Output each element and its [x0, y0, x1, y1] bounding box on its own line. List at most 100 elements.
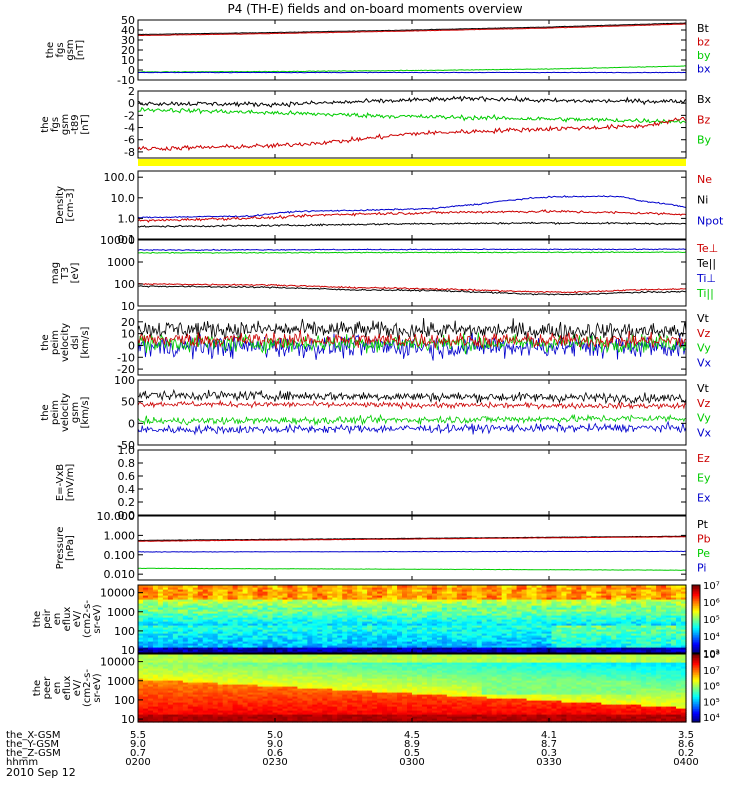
colorbar-tick-label: 10³ [703, 649, 720, 660]
colorbar-tick-label: 10⁶ [703, 598, 720, 609]
x-annotation-value: 0.7 [130, 748, 146, 759]
series-pressure-Pi [138, 550, 686, 553]
colorbar [691, 653, 701, 723]
series-temperature-Te|| [138, 285, 686, 296]
y-tick-label: 10 [121, 328, 135, 341]
panel-frame [137, 90, 687, 159]
flag-bar [138, 159, 686, 166]
y-axis-label: peer [42, 676, 53, 700]
x-annotation-value: 0230 [262, 757, 287, 768]
legend-entry: Pi [697, 562, 706, 575]
panel-frame [137, 379, 687, 446]
y-tick-label: 30 [121, 34, 135, 47]
y-tick-label: 50 [121, 14, 135, 27]
x-annotation-value: 9.0 [130, 739, 146, 750]
x-annotation-value: 3.5 [678, 730, 694, 741]
panel-frame [137, 170, 687, 240]
legend-entry: Ex [697, 491, 711, 504]
legend-entry: Ne [697, 173, 712, 186]
legend-entry: Ez [697, 452, 710, 465]
y-tick-label: 10 [121, 644, 135, 657]
series-pressure-Pe [138, 567, 686, 571]
legend-entry: Ni [697, 194, 708, 207]
y-tick-label: 0.0 [118, 509, 136, 522]
x-annotation-value: 8.6 [678, 739, 694, 750]
x-annotation-value: 4.5 [404, 730, 420, 741]
series-density-Ne [138, 209, 686, 223]
y-tick-label: 20 [121, 316, 135, 329]
legend-entry: Bz [697, 113, 711, 126]
series-temperature-Ti|| [138, 251, 686, 254]
y-axis-label: velocity [60, 323, 71, 362]
panel-frame [137, 449, 687, 516]
y-tick-label: 0 [128, 417, 135, 430]
panel-velocity-gsm: 100 50 0 -50 the peim velocity gsm [km/s] Vt Vz VyV… [40, 374, 712, 452]
series-velocity-dsl-Vy [138, 332, 686, 355]
series-fgs-Bt [138, 22, 686, 36]
y-tick-label: 10 [121, 300, 135, 313]
y-axis-label: the [32, 680, 43, 696]
x-annotation-value: 0200 [125, 757, 150, 768]
y-axis-label: gsm [60, 114, 71, 135]
series-pressure-Pb [138, 536, 686, 542]
y-tick-label: 10000 [100, 656, 135, 669]
colorbar-tick-label: 10⁴ [703, 713, 720, 724]
series-density-Ni [138, 221, 686, 228]
y-axis-label: [km/s] [80, 326, 91, 358]
series-velocity-gsm-Vy [138, 413, 686, 427]
y-tick-label: -8 [124, 146, 135, 159]
x-annotation-label: the_Y-GSM [6, 739, 59, 750]
x-annotation-value: 0300 [399, 757, 424, 768]
y-tick-label: 10000 [100, 587, 135, 600]
y-axis-label: peim [50, 400, 61, 425]
series-fgs-dsl-Bx [138, 94, 686, 108]
y-axis-label: fgs [50, 117, 61, 132]
series-fgs-dsl-By [138, 107, 686, 125]
y-tick-label: 1000 [107, 606, 135, 619]
y-tick-label: 0.2 [118, 496, 136, 509]
legend-entry: bx [697, 63, 711, 76]
x-annotation-value: 5.5 [130, 730, 146, 741]
x-annotation-label: hhmm [6, 757, 38, 768]
y-tick-label: 10.0 [111, 192, 136, 205]
x-axis-annotation: the_X-GSM 5.5 5.0 4.5 4.1 3.5 the_Y-GSM 9.0 9.0 8… [6, 730, 699, 779]
y-axis-label: the [32, 611, 43, 627]
y-tick-label: 1.0 [118, 212, 136, 225]
colorbar-tick-label: 10⁷ [703, 581, 720, 592]
legend-entry: Pt [697, 518, 709, 531]
figure-title: P4 (TH-E) fields and on-board moments ov… [227, 2, 522, 16]
y-tick-label: 50 [121, 396, 135, 409]
y-tick-label: -20 [117, 363, 135, 376]
legend-entry: Ey [697, 472, 711, 485]
legend-entry: Pe [697, 547, 710, 560]
y-tick-label: 100 [114, 374, 135, 387]
y-tick-label: -10 [117, 351, 135, 364]
y-axis-label: mag [50, 262, 61, 284]
y-axis-label: fgs [55, 42, 66, 57]
y-axis-label: peim [50, 330, 61, 355]
series-temperature-Te⊥ [138, 282, 686, 294]
y-axis-label: en [52, 613, 63, 626]
colorbar-tick-label: 10⁵ [703, 615, 720, 626]
y-axis-label: the [45, 42, 56, 58]
series-velocity-dsl-Vz [138, 329, 686, 350]
legend-entry: Vx [697, 426, 712, 439]
y-axis-label: eV/ [72, 679, 83, 696]
y-tick-label: 0.6 [118, 470, 136, 483]
panel-density: 100.0 10.0 1.0 0.1 Density [cm-3] Ne Ni Npot [55, 170, 724, 246]
y-axis-label: [mV/m] [65, 464, 76, 502]
y-tick-label: -2 [124, 109, 135, 122]
x-annotation-value: 4.1 [541, 730, 557, 741]
legend-entry: by [697, 49, 711, 62]
y-tick-label: -50 [117, 439, 135, 452]
electron-spectrogram: 10000 1000 100 10 the peer en eflux eV/(cm2-s-sr… [32, 650, 720, 726]
x-annotation-value: 5.0 [267, 730, 283, 741]
series-fgs-dsl-Bz [138, 117, 686, 151]
legend-entry: Vy [697, 412, 711, 425]
y-axis-label: Density [55, 186, 66, 224]
colorbar-tick-label: 10⁸ [703, 650, 720, 661]
series-velocity-gsm-Vz [138, 399, 686, 410]
y-axis-label: [km/s] [80, 396, 91, 428]
